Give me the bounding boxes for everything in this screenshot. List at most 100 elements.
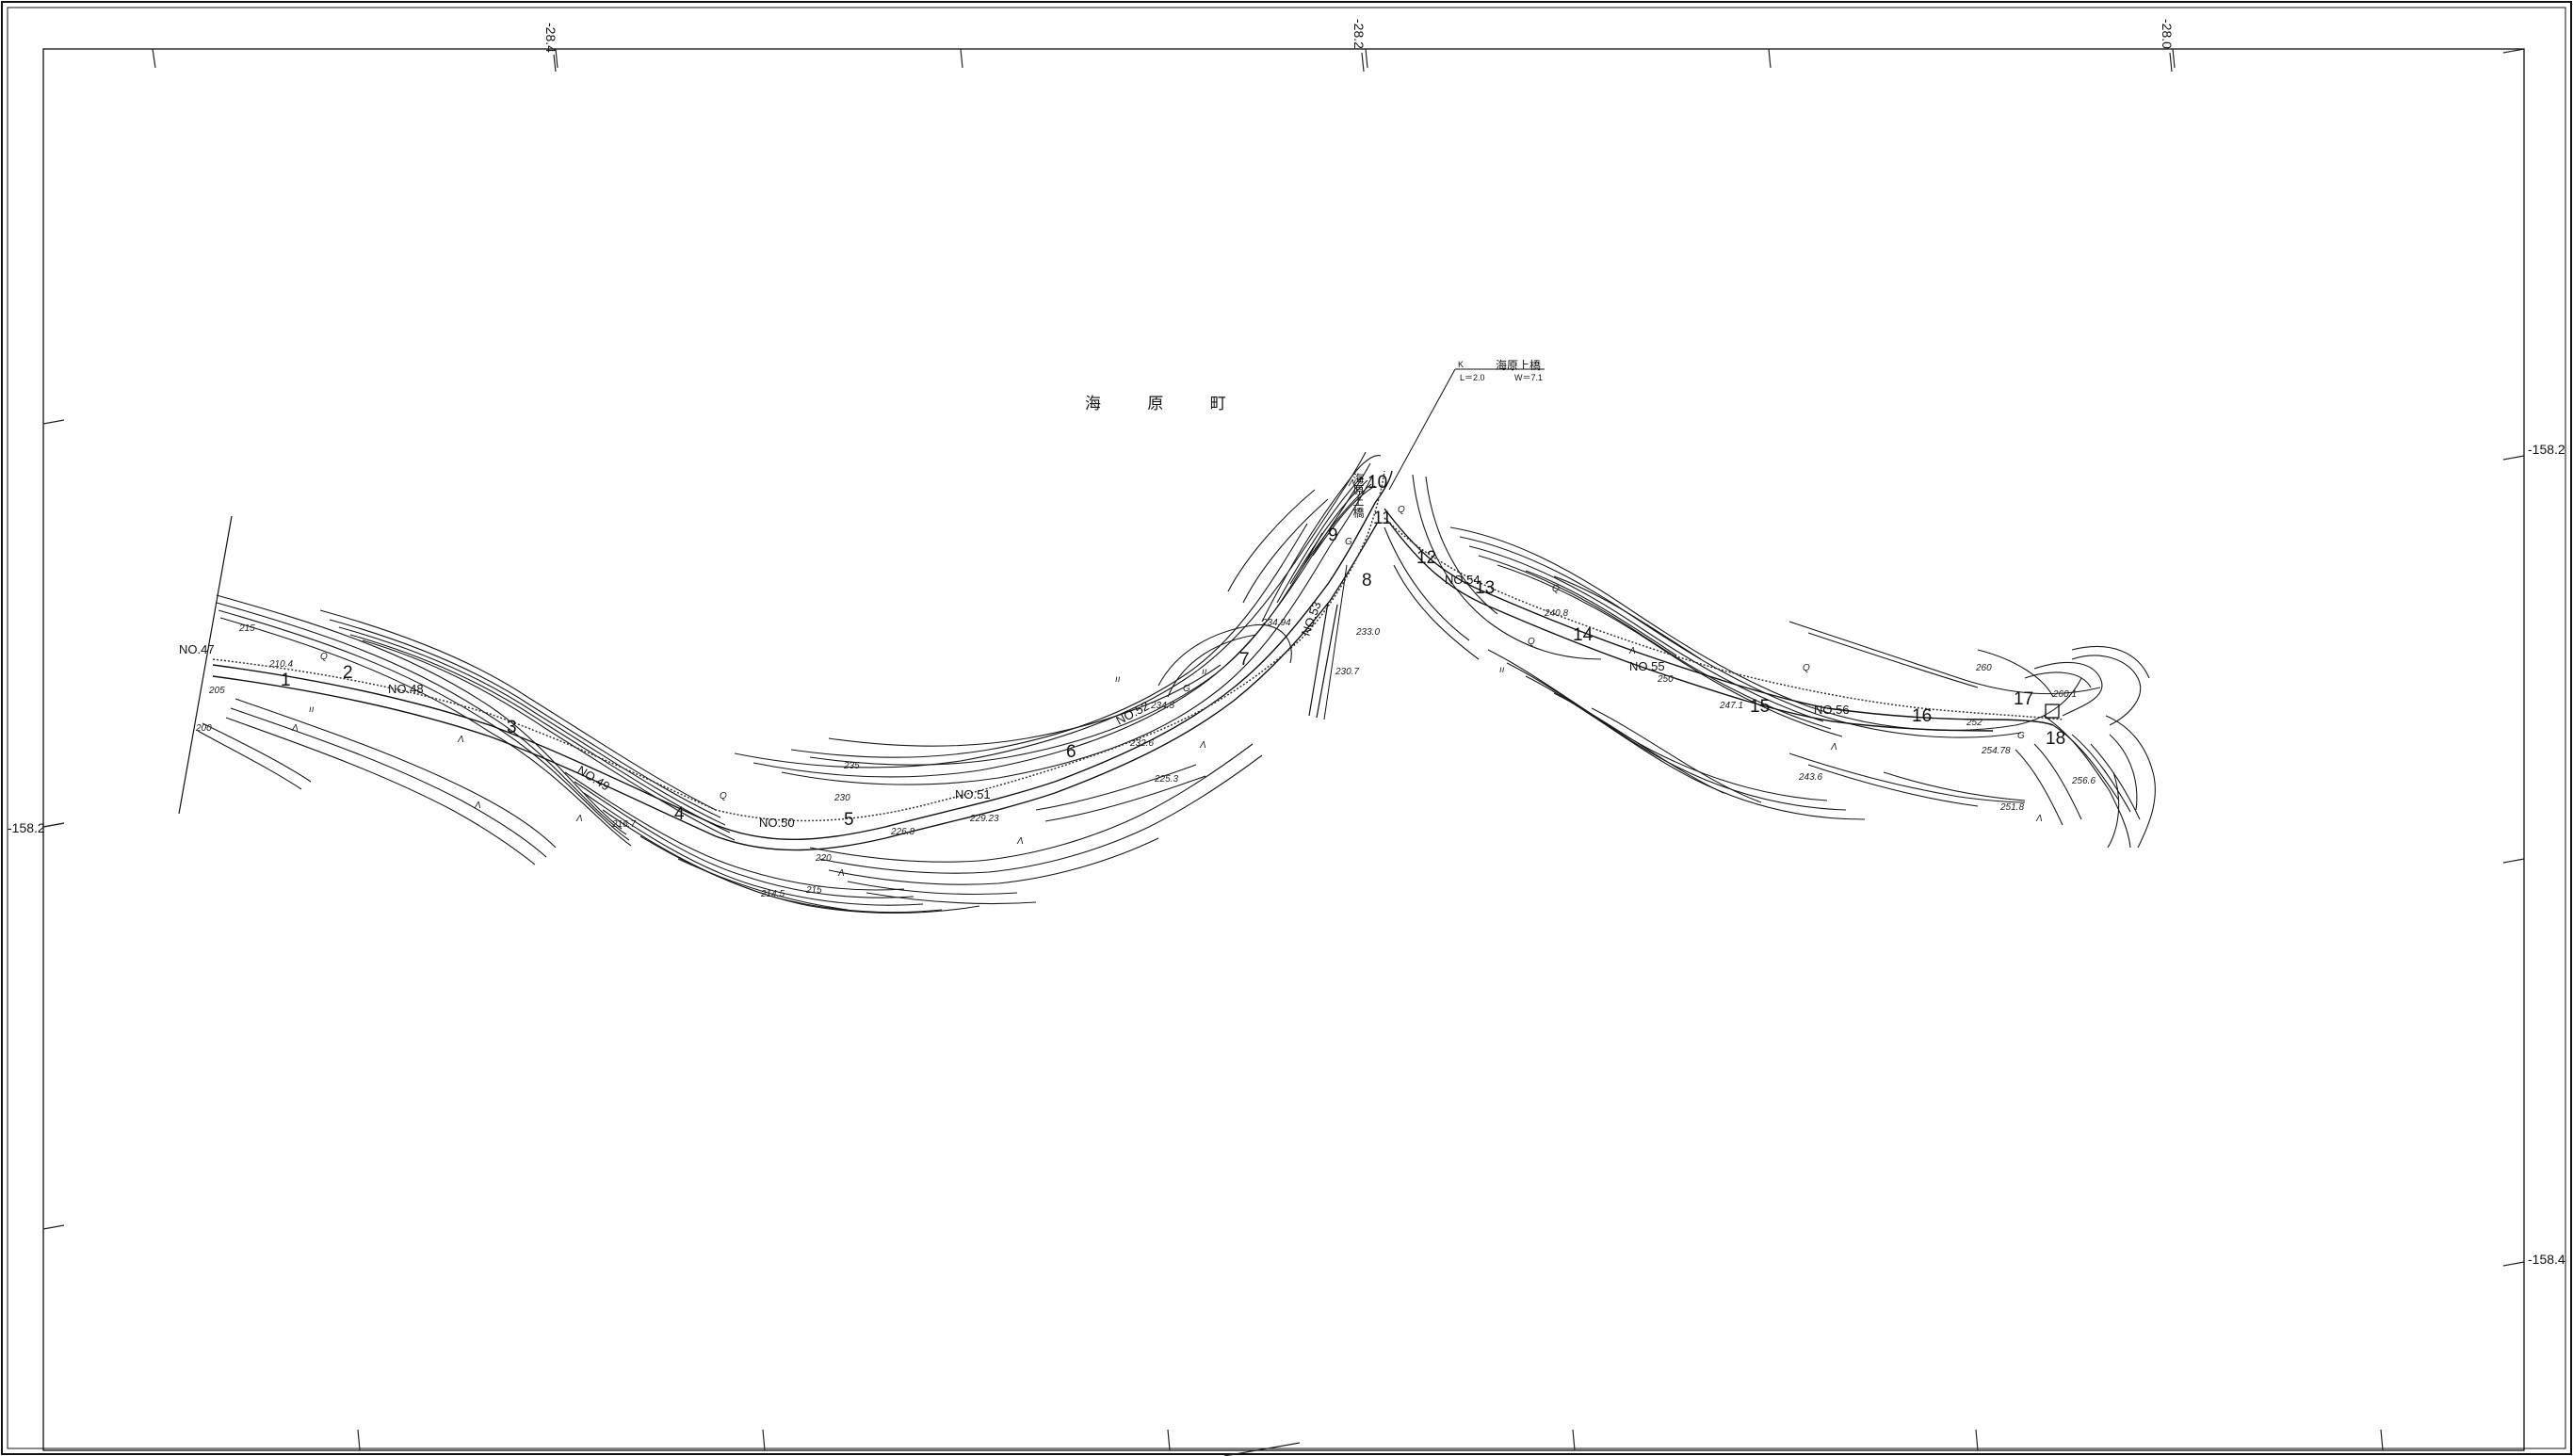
bridge-symbol: K [1458,360,1464,369]
section-number: 18 [2046,729,2065,749]
elevation-label: 215 [238,623,255,634]
elevation-label: 230.7 [1335,667,1359,677]
bridge-annotation: K 海原上橋 L＝2.0 W＝7.1 [1388,358,1545,491]
wasteland-symbol: Λ [1199,740,1206,751]
section-number: 3 [507,718,517,737]
section-number: 16 [1912,706,1932,726]
contour-lines [197,451,2156,914]
elevation-label: 240.8 [1544,608,1568,619]
section-numbers: 1 2 3 4 5 6 7 8 9 10 11 12 13 14 15 16 1… [281,473,2065,830]
elevation-label: 200 [195,723,212,734]
station-label: NO.47 [179,642,215,656]
grid-label-top-1: -28.4 [543,23,558,53]
elevation-label: 216.7 [611,819,636,830]
bridge-length: L＝2.0 [1460,373,1485,382]
elevation-label: 260.1 [2052,689,2077,700]
station-label: NO.52 [1113,699,1151,728]
station-labels: NO.47 NO.48 NO.49 NO.50 NO.51 NO.52 NO.5… [179,573,1850,830]
bridge-width: W＝7.1 [1514,373,1543,382]
grid-label-text: -28.4 [543,23,558,53]
elevation-label: 215 [805,885,822,896]
tree-symbol: Q [1398,505,1405,515]
section-number: 4 [674,804,685,824]
station-label: NO.53 [1299,600,1324,638]
wasteland-symbol: Λ [1348,478,1355,489]
section-number: 13 [1475,578,1495,598]
grid-label-right-1: -158.2 [2528,442,2565,457]
elevation-label: 234.5 [1150,701,1174,711]
grid-ticks [42,48,2525,1456]
elevation-label: 226.8 [890,827,914,837]
section-number: 11 [1373,509,1392,528]
building-marker [2045,704,2060,719]
tree-symbol: Q [1552,584,1560,594]
gravel-symbol: G [2017,731,2025,741]
terrain-symbols: Λ Λ Λ Λ Λ Λ Λ Λ Λ Λ Λ ıı ıı ıı ıı G G G … [291,478,2043,879]
elevation-label: 230 [833,793,850,803]
elevation-label: 214.5 [760,889,785,899]
tree-symbol: Q [1803,663,1810,673]
grid-label-top-2: -28.2 [1351,19,1367,49]
grid-label-top-3: -28.0 [2160,19,2175,49]
grass-symbol: ıı [1499,665,1505,675]
station-label: NO.51 [955,787,991,801]
bridge-vertical-label: 海原上橋 [1351,472,1365,519]
bridge-name: 海原上橋 [1496,358,1541,372]
station-label: NO.54 [1445,573,1481,587]
station-label: NO.55 [1629,659,1665,673]
wasteland-symbol: Λ [2035,814,2043,824]
station-label: NO.56 [1814,703,1850,717]
elevation-label: 256.6 [2071,776,2096,786]
elevation-label: 220 [815,853,832,864]
grass-symbol: ıı [309,704,315,715]
gravel-symbol: G [1345,537,1352,547]
section-number: 7 [1239,650,1250,670]
elevation-label: 252 [1966,718,1982,728]
section-number: 1 [281,671,291,690]
section-number: 17 [2014,689,2033,709]
elevation-label: 254.78 [1981,746,2011,756]
section-number: 9 [1328,526,1338,545]
grid-label-left: -158.2 [8,820,45,835]
section-number: 2 [343,663,353,683]
elevation-label: 243.6 [1798,772,1822,783]
survey-centerline [212,470,2063,822]
station-label: NO.48 [388,682,424,696]
elevation-label: 210.4 [268,659,293,670]
elevation-label: 205 [208,686,225,696]
wasteland-symbol: Λ [457,735,464,745]
elevation-label: 235 [843,761,860,771]
grass-symbol: ıı [1202,667,1207,677]
section-number: 10 [1367,473,1387,493]
tree-symbol: Q [320,652,328,662]
wasteland-symbol: Λ [1830,742,1837,752]
wasteland-symbol: Λ [291,723,299,734]
grid-label-text: -28.0 [2160,19,2175,49]
elevation-label: 247.1 [1719,701,1743,711]
wasteland-symbol: Λ [1628,646,1636,656]
start-boundary-line [178,515,233,815]
section-number: 15 [1750,697,1770,717]
river [212,470,2054,851]
wasteland-symbol: Λ [575,814,583,824]
elevation-labels: 215 210.4 200 205 216.7 214.5 215 220 22… [195,608,2096,899]
gravel-symbol: G [1183,684,1190,694]
elevation-label: 250 [1657,674,1674,685]
elevation-label: 229.23 [969,814,999,824]
wasteland-symbol: Λ [474,801,481,811]
section-number: 8 [1362,571,1372,590]
station-label: NO.50 [759,816,795,830]
grid-label-text: -28.2 [1351,19,1367,49]
section-number: 6 [1066,742,1076,762]
elevation-label: 234.94 [1261,618,1291,628]
grid-label-right-2: -158.4 [2528,1252,2565,1267]
section-number: 14 [1573,625,1594,645]
wasteland-symbol: Λ [1016,836,1024,847]
elevation-label: 233.0 [1355,627,1380,638]
wasteland-symbol: Λ [837,868,845,879]
elevation-label: 251.8 [1999,802,2024,813]
section-number: 12 [1416,548,1436,568]
elevation-label: 225.3 [1154,774,1178,785]
